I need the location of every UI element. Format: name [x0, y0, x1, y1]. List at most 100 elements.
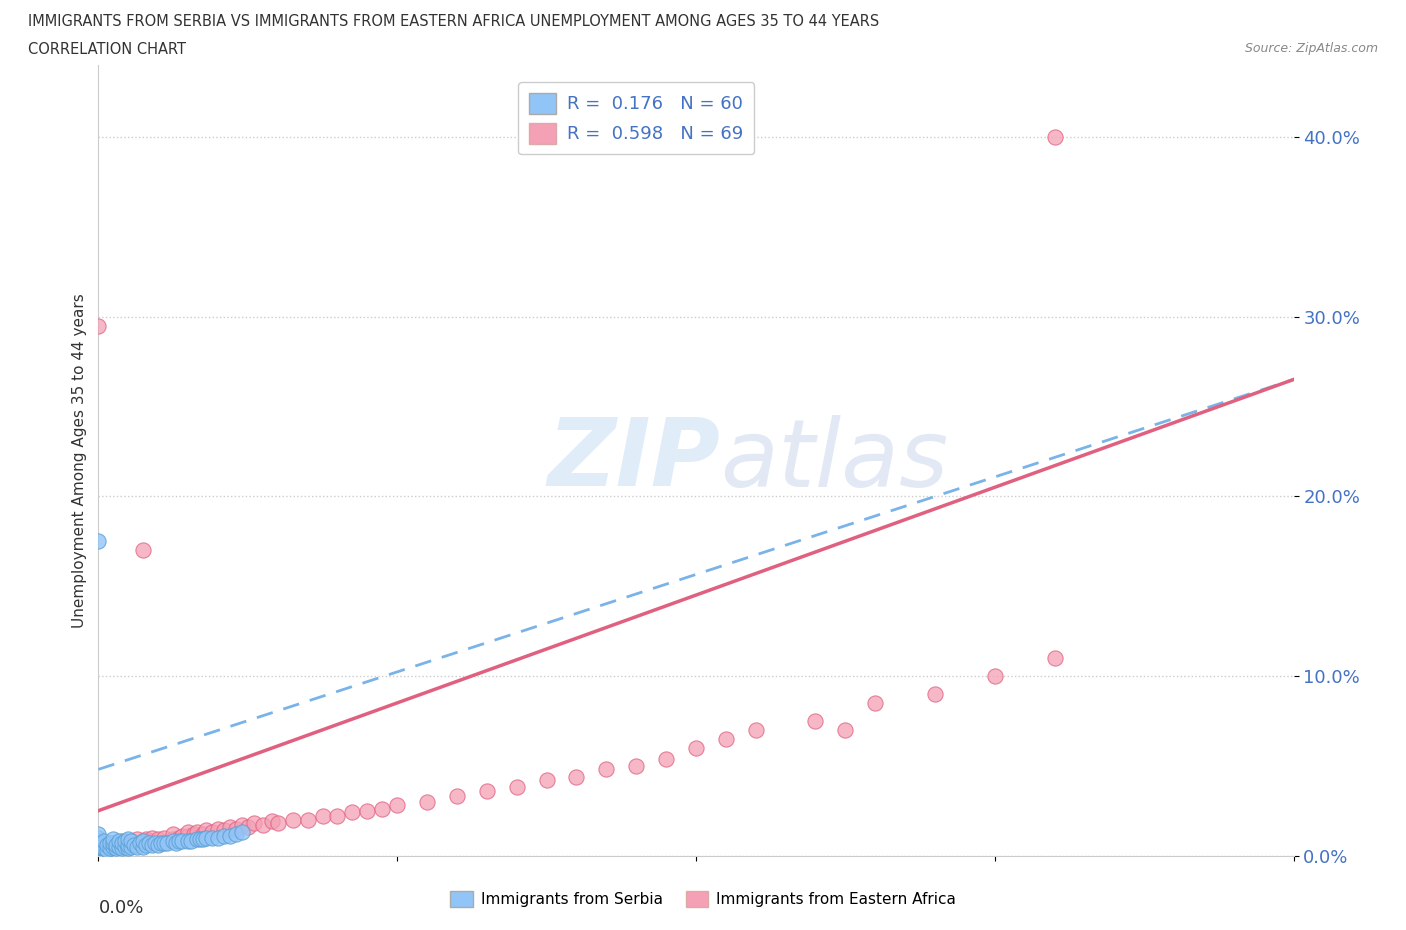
Text: Source: ZipAtlas.com: Source: ZipAtlas.com	[1244, 42, 1378, 55]
Point	[243, 816, 266, 830]
Point	[93, 837, 115, 852]
Point	[162, 832, 184, 847]
Point	[714, 731, 737, 746]
Point	[96, 837, 118, 852]
Point	[260, 814, 283, 829]
Point	[201, 830, 224, 845]
Point	[267, 816, 290, 830]
Point	[655, 751, 678, 766]
Point	[87, 837, 110, 852]
Point	[124, 835, 146, 850]
Point	[834, 723, 856, 737]
Point	[225, 821, 247, 836]
Point	[1043, 129, 1066, 144]
Point	[984, 669, 1007, 684]
Point	[141, 837, 163, 852]
Point	[132, 543, 155, 558]
Point	[231, 825, 253, 840]
Text: ZIP: ZIP	[547, 415, 720, 506]
Point	[90, 839, 112, 854]
Point	[180, 834, 202, 849]
Point	[219, 829, 242, 844]
Point	[143, 835, 166, 850]
Point	[195, 823, 218, 838]
Point	[111, 834, 134, 849]
Point	[326, 809, 349, 824]
Point	[105, 837, 128, 852]
Point	[87, 839, 110, 854]
Point	[127, 832, 149, 847]
Point	[90, 835, 112, 850]
Point	[162, 827, 184, 842]
Point	[172, 829, 194, 844]
Point	[117, 832, 139, 847]
Point	[120, 834, 142, 849]
Point	[108, 839, 131, 854]
Point	[745, 723, 768, 737]
Point	[105, 835, 128, 850]
Point	[87, 318, 110, 333]
Point	[191, 832, 214, 847]
Point	[114, 835, 136, 850]
Point	[167, 834, 190, 849]
Point	[117, 835, 139, 850]
Point	[96, 843, 118, 857]
Point	[186, 825, 208, 840]
Point	[98, 835, 122, 850]
Point	[114, 834, 136, 849]
Point	[536, 773, 558, 788]
Point	[212, 823, 235, 838]
Point	[195, 830, 218, 845]
Point	[177, 834, 200, 849]
Point	[804, 713, 827, 728]
Point	[153, 830, 176, 845]
Point	[103, 839, 125, 854]
Point	[93, 841, 115, 856]
Point	[236, 819, 259, 834]
Point	[98, 841, 122, 856]
Point	[117, 841, 139, 856]
Point	[138, 834, 160, 849]
Point	[93, 834, 115, 849]
Point	[129, 835, 152, 850]
Point	[225, 827, 247, 842]
Point	[219, 819, 242, 834]
Point	[87, 827, 110, 842]
Point	[105, 841, 128, 856]
Point	[311, 809, 333, 824]
Point	[167, 830, 190, 845]
Point	[252, 817, 274, 832]
Point	[924, 686, 946, 701]
Point	[114, 839, 136, 854]
Point	[186, 832, 208, 847]
Point	[108, 834, 131, 849]
Point	[416, 794, 439, 809]
Point	[132, 839, 155, 854]
Point	[90, 839, 112, 854]
Point	[446, 789, 468, 804]
Text: 0.0%: 0.0%	[98, 899, 143, 917]
Point	[865, 696, 887, 711]
Point	[132, 834, 155, 849]
Point	[183, 827, 205, 842]
Point	[127, 839, 149, 854]
Point	[120, 834, 142, 849]
Point	[177, 825, 200, 840]
Point	[108, 837, 131, 852]
Point	[96, 839, 118, 854]
Point	[231, 817, 253, 832]
Point	[87, 834, 110, 849]
Text: atlas: atlas	[720, 415, 948, 506]
Point	[138, 835, 160, 850]
Point	[150, 835, 173, 850]
Legend: R =  0.176   N = 60, R =  0.598   N = 69: R = 0.176 N = 60, R = 0.598 N = 69	[519, 82, 754, 154]
Point	[132, 834, 155, 849]
Point	[212, 829, 235, 844]
Text: IMMIGRANTS FROM SERBIA VS IMMIGRANTS FROM EASTERN AFRICA UNEMPLOYMENT AMONG AGES: IMMIGRANTS FROM SERBIA VS IMMIGRANTS FRO…	[28, 14, 879, 29]
Point	[188, 832, 211, 847]
Point	[120, 839, 142, 854]
Point	[207, 830, 229, 845]
Y-axis label: Unemployment Among Ages 35 to 44 years: Unemployment Among Ages 35 to 44 years	[72, 293, 87, 628]
Point	[506, 780, 529, 795]
Point	[162, 834, 184, 849]
